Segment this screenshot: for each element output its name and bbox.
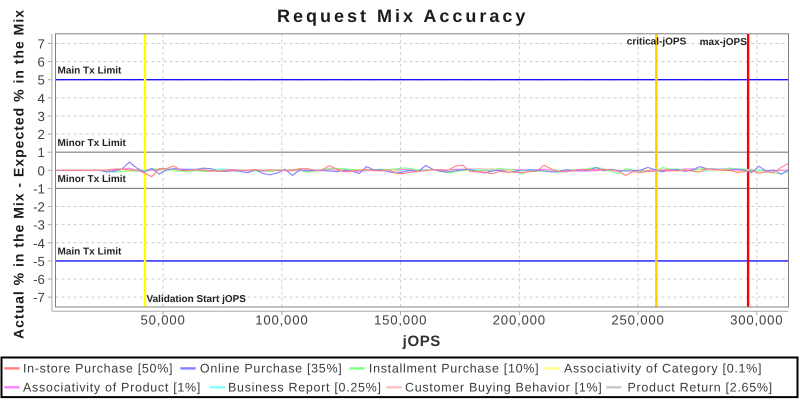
svg-text:200,000: 200,000 (493, 312, 546, 327)
svg-text:Minor Tx Limit: Minor Tx Limit (58, 138, 127, 149)
svg-text:-5: -5 (33, 254, 45, 269)
svg-text:2: 2 (38, 127, 45, 142)
svg-text:Business Report [0.25%]: Business Report [0.25%] (228, 380, 382, 394)
svg-text:In-store Purchase [50%]: In-store Purchase [50%] (23, 361, 173, 375)
svg-text:-4: -4 (33, 236, 45, 251)
svg-text:-2: -2 (33, 200, 45, 215)
svg-text:-1: -1 (33, 181, 45, 196)
svg-text:5: 5 (38, 73, 45, 88)
svg-text:-6: -6 (33, 272, 45, 287)
svg-text:Validation Start jOPS: Validation Start jOPS (147, 294, 247, 305)
svg-text:Installment Purchase [10%]: Installment Purchase [10%] (369, 361, 539, 375)
svg-text:50,000: 50,000 (141, 312, 186, 327)
svg-text:Associativity of Product [1%]: Associativity of Product [1%] (23, 380, 201, 394)
svg-text:1: 1 (38, 145, 45, 160)
svg-text:critical-jOPS: critical-jOPS (627, 37, 687, 48)
svg-text:Product Return [2.65%]: Product Return [2.65%] (628, 380, 773, 394)
svg-text:Associativity of Category [0.1: Associativity of Category [0.1%] (564, 361, 762, 375)
svg-text:150,000: 150,000 (374, 312, 427, 327)
svg-text:-7: -7 (33, 290, 45, 305)
svg-text:Main Tx Limit: Main Tx Limit (58, 247, 123, 258)
svg-text:jOPS: jOPS (402, 333, 441, 350)
svg-text:7: 7 (38, 36, 45, 51)
svg-text:Main Tx Limit: Main Tx Limit (58, 65, 123, 76)
svg-text:300,000: 300,000 (730, 312, 783, 327)
svg-text:Online Purchase [35%]: Online Purchase [35%] (200, 361, 343, 375)
svg-text:Minor Tx Limit: Minor Tx Limit (58, 174, 127, 185)
svg-text:6: 6 (38, 55, 45, 70)
svg-text:250,000: 250,000 (611, 312, 664, 327)
svg-text:100,000: 100,000 (255, 312, 308, 327)
svg-text:max-jOPS: max-jOPS (700, 37, 748, 48)
svg-text:-3: -3 (33, 218, 45, 233)
svg-text:0: 0 (38, 163, 45, 178)
svg-text:Customer Buying Behavior [1%]: Customer Buying Behavior [1%] (405, 380, 602, 394)
svg-text:4: 4 (38, 91, 45, 106)
svg-text:Request Mix Accuracy: Request Mix Accuracy (277, 6, 528, 26)
svg-text:3: 3 (38, 109, 45, 124)
svg-text:Actual % in the Mix - Expected: Actual % in the Mix - Expected % in the … (11, 9, 27, 339)
